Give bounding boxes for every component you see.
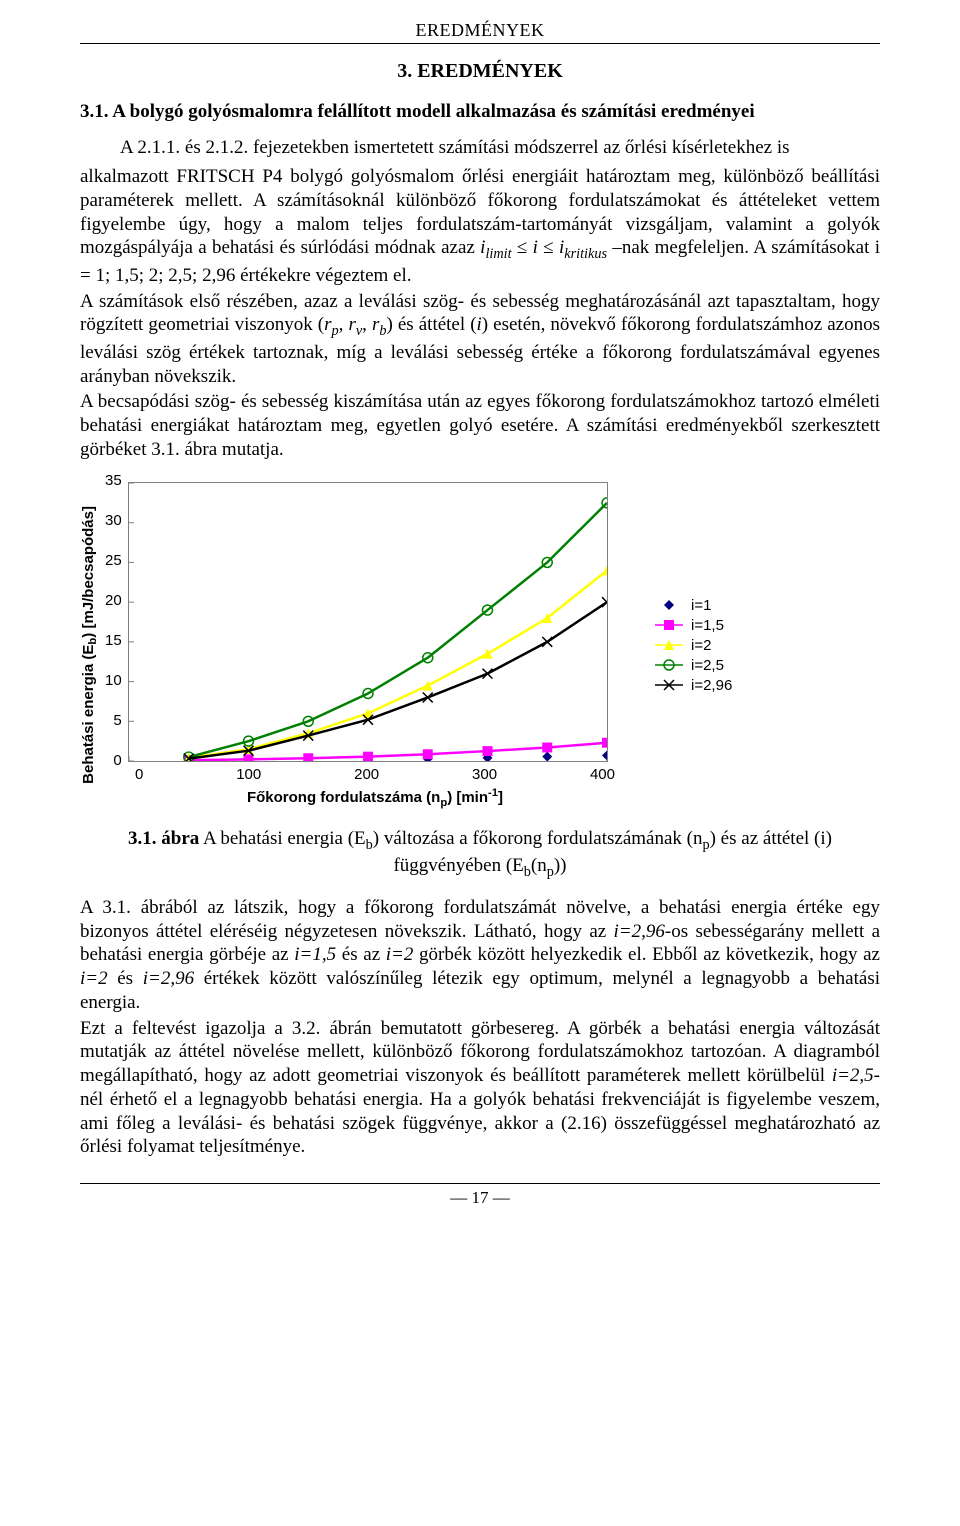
legend-label: i=1 [691,597,711,614]
header-rule [80,43,880,44]
caption-e: )) [554,855,567,876]
lead-line: A 2.1.1. és 2.1.2. fejezetekben ismertet… [120,137,880,159]
running-head: EREDMÉNYEK [80,20,880,41]
plot-area [128,482,608,762]
page-number: — 17 — [80,1188,880,1208]
dash-right: — [493,1188,510,1207]
caption-label: 3.1. ábra [128,828,199,849]
paragraph-5: Ezt a feltevést igazolja a 3.2. ábrán be… [80,1017,880,1160]
x-axis-label: Főkorong fordulatszáma (np) [min-1] [135,787,615,809]
paragraph-4: A 3.1. ábrából az látszik, hogy a főkoro… [80,896,880,1015]
page: EREDMÉNYEK 3. EREDMÉNYEK 3.1. A bolygó g… [0,0,960,1248]
chart-column: 35302520151050 0100200300400 Főkorong fo… [105,482,615,809]
legend-item: i=2 [655,637,732,654]
footer-rule [80,1183,880,1184]
page-footer: — 17 — [80,1183,880,1208]
legend-label: i=2,5 [691,657,724,674]
y-ticks: 35302520151050 [105,482,122,762]
section-title: 3.1. A bolygó golyósmalomra felállított … [80,101,880,123]
chart-row: 35302520151050 [105,482,615,762]
x-ticks-wrap: 0100200300400 Főkorong fordulatszáma (np… [105,762,615,809]
page-number-value: 17 [472,1188,489,1207]
x-ticks: 0100200300400 [135,766,615,783]
caption-a: A behatási energia (E [199,828,365,849]
y-axis-label: Behatási energia (Eb) [mJ/becsapódás] [80,506,99,784]
legend-label: i=2,96 [691,677,732,694]
paragraph-2: A számítások első részében, azaz a levál… [80,290,880,389]
dash-left: — [450,1188,467,1207]
paragraph-3: A becsapódási szög- és sebesség kiszámít… [80,390,880,461]
paragraph-1: alkalmazott FRITSCH P4 bolygó golyósmalo… [80,165,880,288]
legend-item: i=2,96 [655,677,732,694]
chart: Behatási energia (Eb) [mJ/becsapódás] 35… [80,482,880,809]
chapter-title: 3. EREDMÉNYEK [80,60,880,83]
legend: i=1 i=1,5 i=2 i=2,5 i=2,96 [655,594,732,697]
legend-label: i=2 [691,637,711,654]
caption-d: (n [531,855,547,876]
legend-item: i=1 [655,597,732,614]
legend-item: i=1,5 [655,617,732,634]
legend-label: i=1,5 [691,617,724,634]
legend-item: i=2,5 [655,657,732,674]
caption-b: ) változása a főkorong fordulatszámának … [373,828,703,849]
plot-svg [129,483,607,761]
figure-caption: 3.1. ábra A behatási energia (Eb) változ… [80,827,880,882]
